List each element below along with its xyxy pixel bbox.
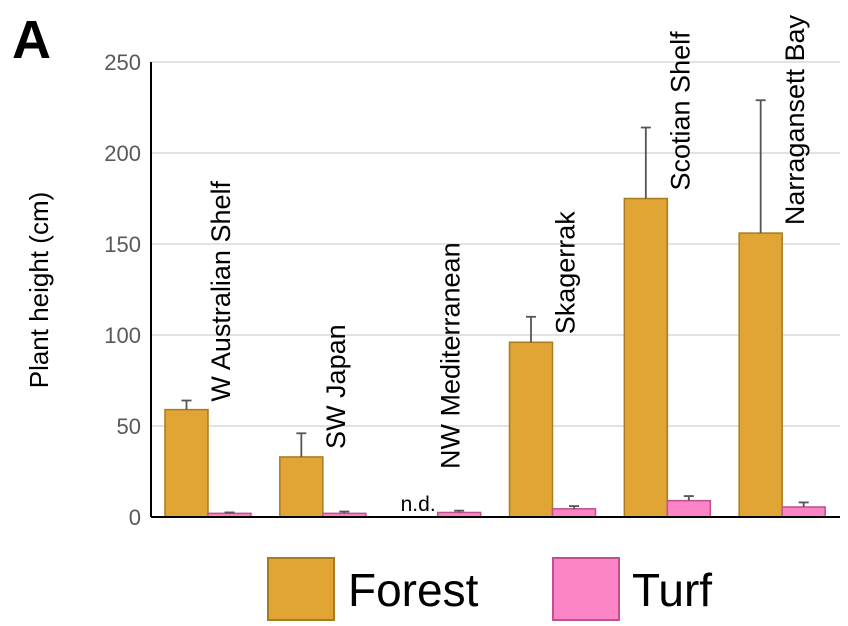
y-axis-label: Plant height (cm) bbox=[24, 192, 54, 389]
bars bbox=[164, 99, 826, 518]
legend-forest-swatch bbox=[267, 557, 335, 621]
category-label: Skagerrak bbox=[551, 211, 581, 335]
gridlines bbox=[151, 61, 840, 427]
nd-annotation: n.d. bbox=[401, 493, 436, 516]
bar-forest bbox=[164, 408, 209, 518]
y-tick-label: 0 bbox=[129, 505, 141, 530]
y-tick-label: 150 bbox=[104, 232, 141, 257]
y-tick-label: 250 bbox=[104, 50, 141, 75]
y-tick-label: 200 bbox=[104, 141, 141, 166]
bar-forest bbox=[738, 232, 783, 518]
category-label: NW Mediterranean bbox=[436, 242, 466, 469]
bar-turf bbox=[781, 506, 826, 518]
category-labels: W Australian Shelf SW Japan n.d. NW Mediter… bbox=[206, 14, 810, 516]
bar-forest bbox=[508, 341, 554, 518]
legend-turf-label: Turf bbox=[632, 564, 712, 616]
legend: Forest Turf bbox=[267, 557, 712, 621]
legend-turf-swatch bbox=[552, 557, 620, 621]
category-label: W Australian Shelf bbox=[206, 181, 236, 402]
bar-forest bbox=[623, 197, 669, 518]
y-tick-label: 100 bbox=[104, 323, 141, 348]
category-label: SW Japan bbox=[321, 324, 351, 449]
category-label: Narragansett Bay bbox=[780, 14, 810, 225]
legend-forest-label: Forest bbox=[348, 564, 479, 616]
panel-label: A bbox=[12, 10, 51, 70]
axes: 0 50 100 150 200 250 bbox=[104, 50, 840, 530]
bar-forest bbox=[279, 456, 324, 518]
category-label: Scotian Shelf bbox=[665, 31, 695, 191]
bar-turf bbox=[666, 499, 712, 518]
bar-turf bbox=[551, 508, 597, 518]
y-tick-label: 50 bbox=[117, 414, 141, 439]
